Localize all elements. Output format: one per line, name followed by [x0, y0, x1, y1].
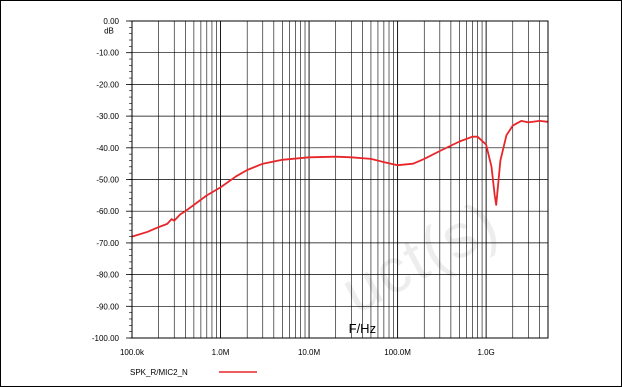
- y-tick-label: -40.00: [96, 144, 119, 153]
- y-tick-label: -70.00: [96, 239, 119, 248]
- y-tick-label: 0.00: [103, 17, 119, 26]
- x-axis-label: F/Hz: [349, 321, 376, 336]
- legend: SPK_R/MIC2_N: [130, 368, 257, 377]
- tick-layer: 0.00 -10.00 -20.00 -30.00 -40.00 -50.00 -60.00…: [92, 17, 495, 357]
- x-tick-label: 1.0M: [212, 348, 230, 357]
- plot-border: [131, 20, 549, 339]
- series-layer: [131, 120, 549, 238]
- y-tick-label: -50.00: [96, 176, 119, 185]
- grid-layer: [131, 20, 549, 339]
- y-tick-label: -80.00: [96, 271, 119, 280]
- y-tick-label: -60.00: [96, 207, 119, 216]
- x-tick-label: 100.0M: [384, 348, 411, 357]
- y-tick-label: -20.00: [96, 80, 119, 89]
- y-unit-label: dB: [104, 27, 114, 36]
- x-tick-label: 1.0G: [477, 348, 494, 357]
- y-tick-label: -10.00: [96, 49, 119, 58]
- x-tick-label: 10.0M: [298, 348, 321, 357]
- y-tick-label: -90.00: [96, 302, 119, 311]
- y-tick-label: -100.00: [92, 334, 120, 343]
- legend-series-name: SPK_R/MIC2_N: [130, 368, 188, 377]
- x-tick-label: 100.0k: [120, 348, 145, 357]
- series-line: [131, 120, 549, 238]
- y-tick-label: -30.00: [96, 112, 119, 121]
